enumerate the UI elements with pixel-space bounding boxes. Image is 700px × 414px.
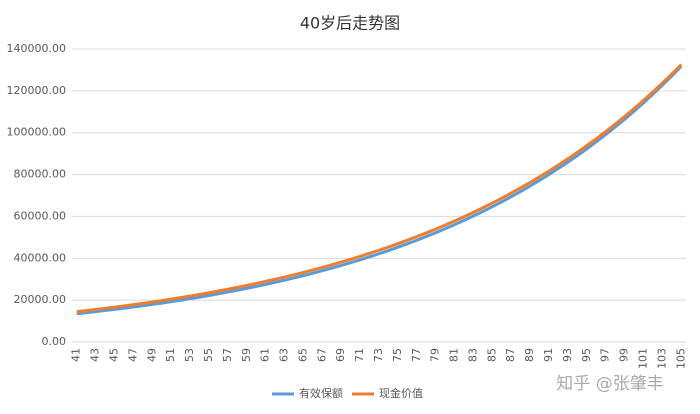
x-tick-label: 99	[618, 348, 631, 362]
x-tick-label: 47	[126, 348, 139, 362]
x-tick-label: 91	[542, 348, 555, 362]
x-tick-label: 71	[353, 348, 366, 362]
y-tick-label: 80000.00	[14, 168, 67, 181]
series-line	[76, 63, 683, 314]
x-tick-label: 81	[448, 348, 461, 362]
x-tick-label: 93	[561, 348, 574, 362]
x-tick-label: 59	[240, 348, 253, 362]
x-tick-label: 45	[108, 348, 121, 362]
x-tick-label: 89	[523, 348, 536, 362]
x-tick-label: 63	[278, 348, 291, 362]
y-tick-label: 100000.00	[7, 126, 67, 139]
x-tick-label: 73	[372, 348, 385, 362]
y-tick-label: 140000.00	[7, 42, 67, 55]
x-tick-label: 61	[259, 348, 272, 362]
y-tick-label: 120000.00	[7, 84, 67, 97]
x-tick-label: 67	[315, 348, 328, 362]
y-tick-label: 0.00	[42, 335, 67, 348]
x-tick-label: 87	[504, 348, 517, 362]
x-tick-label: 75	[391, 348, 404, 362]
x-tick-label: 43	[89, 348, 102, 362]
x-tick-label: 79	[429, 348, 442, 362]
x-tick-label: 65	[296, 348, 309, 362]
x-tick-label: 53	[183, 348, 196, 362]
x-tick-label: 105	[674, 348, 687, 369]
y-tick-label: 20000.00	[14, 293, 67, 306]
x-tick-label: 55	[202, 348, 215, 362]
x-tick-label: 101	[636, 348, 649, 369]
x-tick-label: 85	[485, 348, 498, 362]
y-tick-label: 40000.00	[14, 251, 67, 264]
series-line	[76, 65, 683, 316]
x-tick-label: 97	[599, 348, 612, 362]
x-tick-label: 83	[466, 348, 479, 362]
x-tick-label: 51	[164, 348, 177, 362]
x-tick-label: 41	[70, 348, 83, 362]
x-tick-label: 77	[410, 348, 423, 362]
x-tick-label: 57	[221, 348, 234, 362]
x-tick-label: 69	[334, 348, 347, 362]
watermark: 知乎 @张肇丰	[556, 374, 663, 394]
legend-label: 有效保额	[299, 386, 343, 400]
y-tick-label: 60000.00	[14, 209, 67, 222]
chart-title: 40岁后走势图	[300, 14, 400, 33]
x-tick-label: 95	[580, 348, 593, 362]
x-tick-label: 103	[655, 348, 668, 369]
legend-label: 现金价值	[379, 386, 423, 400]
x-tick-label: 49	[145, 348, 158, 362]
